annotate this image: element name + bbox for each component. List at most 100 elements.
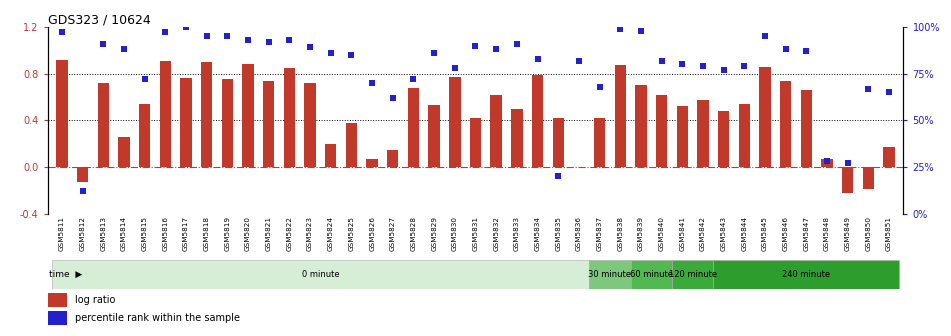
Bar [593,118,605,167]
Text: GSM5836: GSM5836 [576,216,582,251]
Point [54,30,69,35]
Point [281,37,297,43]
Text: GSM5821: GSM5821 [265,216,272,251]
Bar [48,293,67,307]
Text: GSM5818: GSM5818 [204,216,210,251]
Bar [51,260,590,289]
Point [179,24,194,30]
Bar [263,81,275,167]
Point [489,47,504,52]
Text: GSM5816: GSM5816 [163,216,168,251]
Bar [346,123,358,167]
Bar [801,90,812,167]
Text: GSM5824: GSM5824 [328,216,334,251]
Bar [718,111,729,167]
Point [302,45,318,50]
Text: GSM5820: GSM5820 [245,216,251,251]
Point [406,77,421,82]
Bar [842,167,853,193]
Point [612,26,628,32]
Text: percentile rank within the sample: percentile rank within the sample [75,313,241,323]
Point [633,28,649,33]
Text: GSM5814: GSM5814 [121,216,127,251]
Text: GSM5849: GSM5849 [844,216,850,251]
Text: GSM5833: GSM5833 [514,216,520,251]
Text: GSM5844: GSM5844 [741,216,747,251]
Text: GSM5812: GSM5812 [80,216,86,251]
Point [861,86,876,91]
Bar [222,79,233,167]
Point [654,58,670,63]
Bar [532,75,543,167]
Text: GSM5830: GSM5830 [452,216,457,251]
Bar [283,68,295,167]
Bar [512,109,522,167]
Text: GSM5831: GSM5831 [473,216,478,251]
Text: time  ▶: time ▶ [49,270,82,279]
Bar [77,167,88,182]
Text: GSM5851: GSM5851 [886,216,892,251]
Text: GSM5827: GSM5827 [390,216,396,251]
Point [778,47,793,52]
Bar [883,147,895,167]
Point [799,48,814,54]
Point [468,43,483,48]
Bar [118,137,129,167]
Bar [387,150,398,167]
Bar [631,260,672,289]
Point [551,174,566,179]
Point [509,41,524,46]
Bar [201,62,212,167]
Bar [672,260,713,289]
Text: GSM5839: GSM5839 [638,216,644,251]
Bar [739,104,750,167]
Point [364,80,379,86]
Text: GSM5841: GSM5841 [679,216,686,251]
Bar [676,106,688,167]
Bar [48,311,67,325]
Bar [160,61,171,167]
Point [344,52,359,57]
Text: GSM5815: GSM5815 [142,216,147,251]
Text: GSM5823: GSM5823 [307,216,313,251]
Bar [429,105,439,167]
Text: GSM5829: GSM5829 [431,216,437,251]
Bar [822,159,833,167]
Text: GSM5834: GSM5834 [534,216,540,251]
Text: GSM5813: GSM5813 [101,216,107,251]
Point [530,56,545,61]
Text: GSM5817: GSM5817 [183,216,189,251]
Bar [139,104,150,167]
Bar [56,59,68,167]
Bar [304,83,316,167]
Point [137,77,152,82]
Text: GSM5845: GSM5845 [762,216,768,251]
Text: 60 minute: 60 minute [630,270,672,279]
Point [96,41,111,46]
Text: GSM5838: GSM5838 [617,216,623,251]
Point [323,50,339,56]
Text: GSM5840: GSM5840 [658,216,665,251]
Point [241,37,256,43]
Point [447,65,462,71]
Bar [98,83,109,167]
Point [199,34,214,39]
Text: GSM5835: GSM5835 [555,216,561,251]
Text: GSM5843: GSM5843 [721,216,727,251]
Text: GSM5811: GSM5811 [59,216,65,251]
Bar [635,85,647,167]
Text: 120 minute: 120 minute [669,270,717,279]
Text: GSM5825: GSM5825 [348,216,355,251]
Bar [713,260,900,289]
Bar [491,95,502,167]
Point [116,47,131,52]
Text: 0 minute: 0 minute [301,270,340,279]
Point [220,34,235,39]
Bar [614,66,626,167]
Bar [863,167,874,189]
Text: GSM5846: GSM5846 [783,216,788,251]
Bar [656,95,668,167]
Text: GDS323 / 10624: GDS323 / 10624 [48,14,150,27]
Text: GSM5837: GSM5837 [596,216,603,251]
Point [262,39,277,44]
